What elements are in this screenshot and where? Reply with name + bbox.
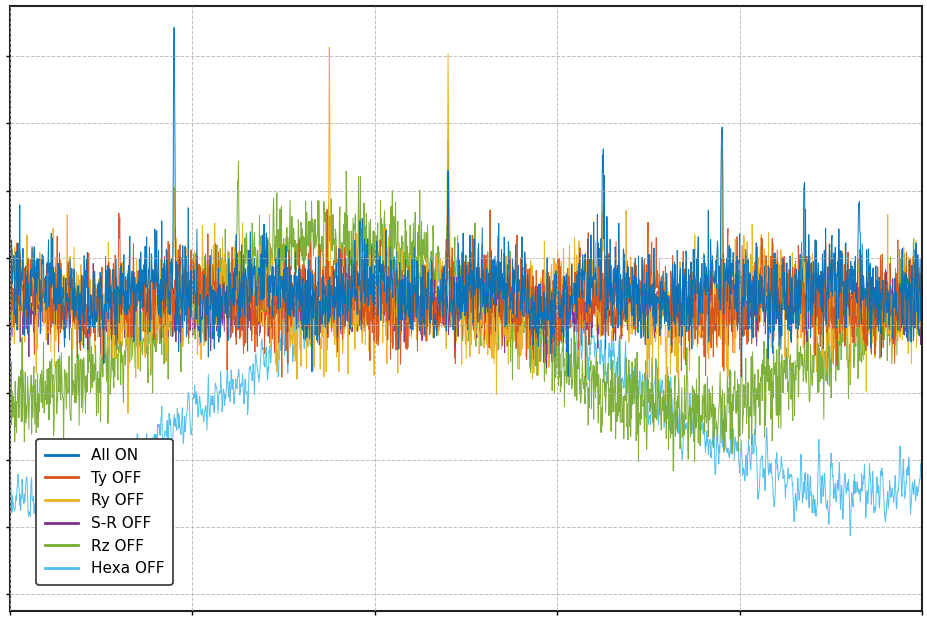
Legend: All ON, Ty OFF, Ry OFF, S-R OFF, Rz OFF, Hexa OFF: All ON, Ty OFF, Ry OFF, S-R OFF, Rz OFF,… (35, 439, 173, 586)
